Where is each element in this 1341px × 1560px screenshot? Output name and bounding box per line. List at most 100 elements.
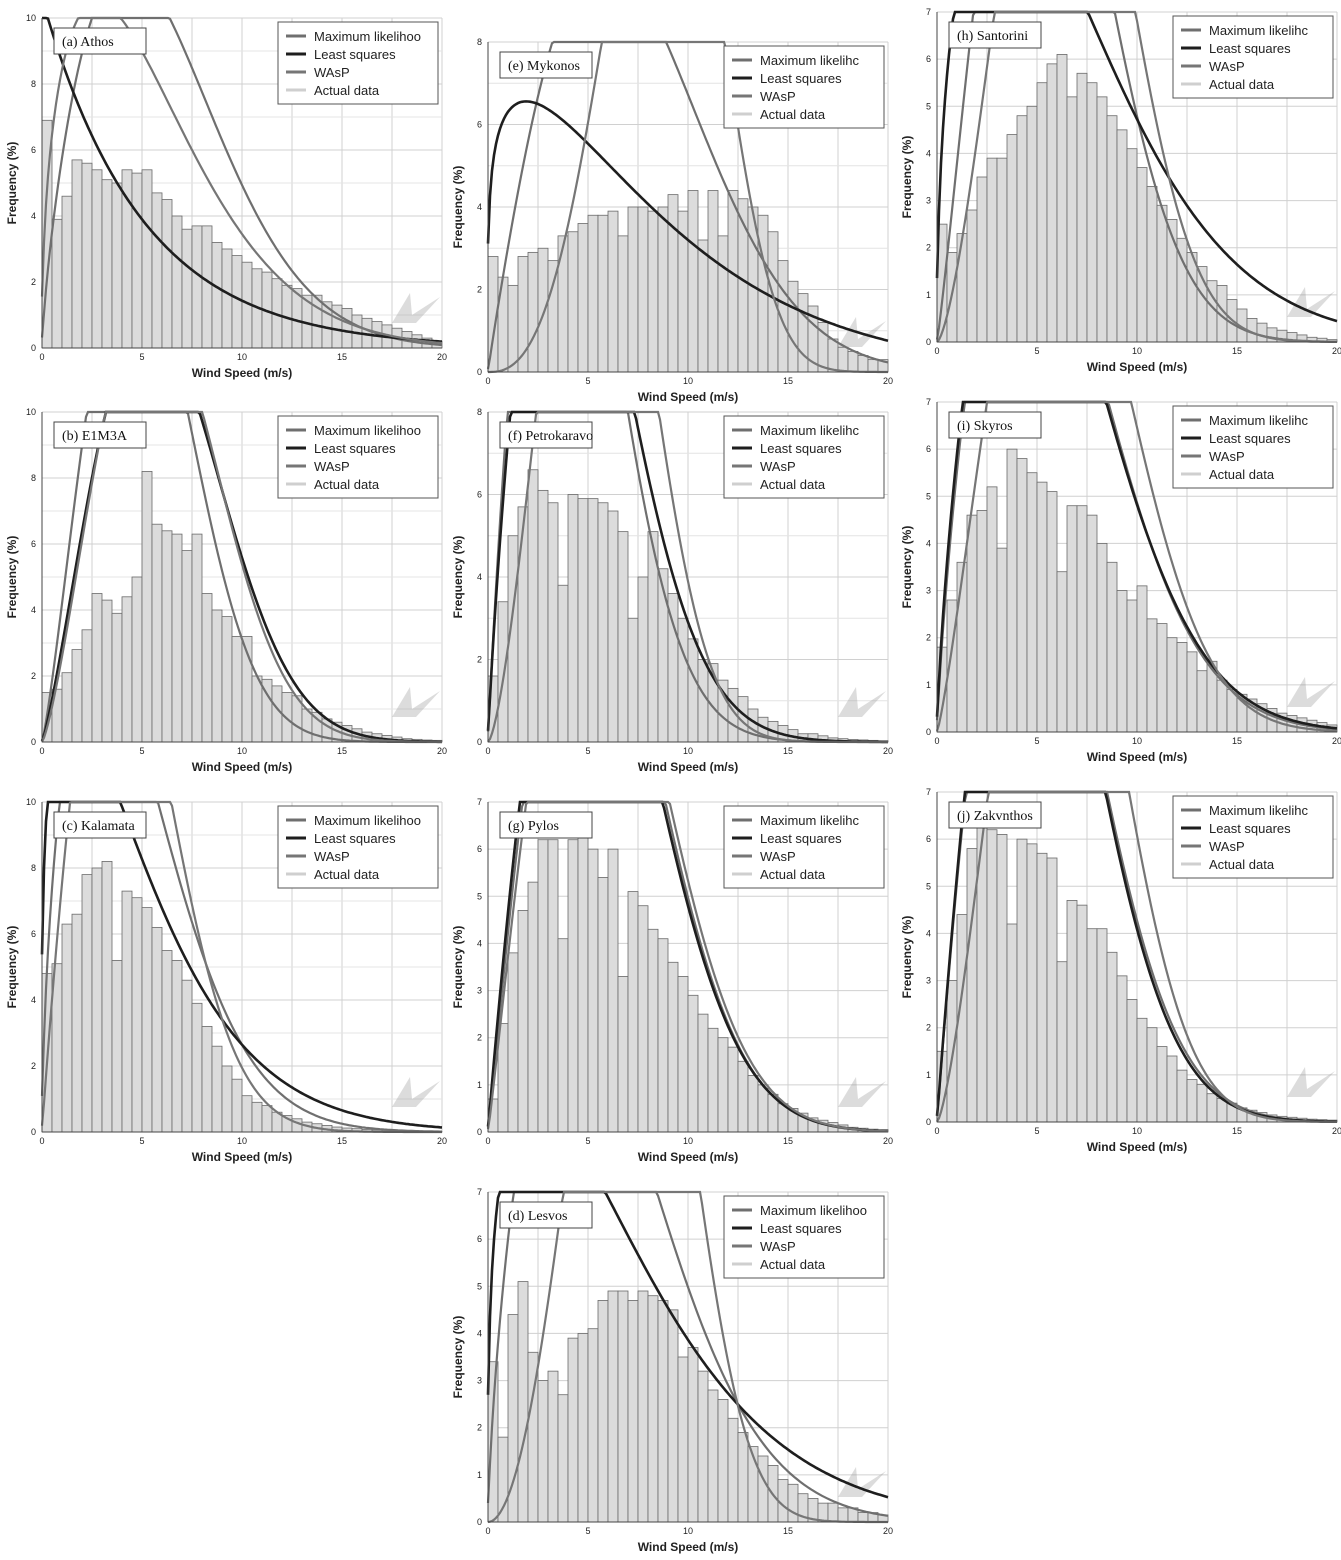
x-tick-label: 15 bbox=[1232, 346, 1242, 356]
y-tick-label: 3 bbox=[926, 586, 931, 596]
station-label-text: (h) Santorini bbox=[957, 29, 1028, 44]
y-tick-label: 0 bbox=[31, 1127, 36, 1137]
x-axis-title: Wind Speed (m/s) bbox=[1087, 1140, 1188, 1154]
histogram-bar bbox=[708, 191, 718, 373]
histogram-bar bbox=[1127, 600, 1137, 732]
x-tick-label: 0 bbox=[934, 1126, 939, 1136]
y-tick-label: 8 bbox=[31, 473, 36, 483]
histogram-bar bbox=[828, 1503, 838, 1522]
histogram-bar bbox=[1057, 54, 1067, 342]
histogram-bar bbox=[1197, 1084, 1207, 1122]
histogram-bar bbox=[142, 170, 152, 348]
y-tick-label: 6 bbox=[31, 929, 36, 939]
histogram-bar bbox=[668, 962, 678, 1132]
x-tick-label: 5 bbox=[585, 746, 590, 756]
histogram-bar bbox=[987, 830, 997, 1122]
y-tick-label: 2 bbox=[926, 633, 931, 643]
histogram-bar bbox=[788, 281, 798, 372]
histogram-bar bbox=[182, 980, 192, 1132]
station-label-text: (j) Zakvnthos bbox=[957, 809, 1033, 824]
histogram-bar bbox=[1087, 515, 1097, 732]
y-tick-label: 4 bbox=[926, 928, 931, 938]
histogram-bar bbox=[668, 195, 678, 372]
legend-label: WAsP bbox=[760, 849, 796, 864]
y-tick-label: 6 bbox=[477, 120, 482, 130]
histogram-bar bbox=[1167, 638, 1177, 732]
legend-label: WAsP bbox=[1209, 59, 1245, 74]
histogram-bar bbox=[658, 939, 668, 1132]
histogram-bar bbox=[728, 1047, 738, 1132]
x-tick-label: 10 bbox=[1132, 1126, 1142, 1136]
station-label: (d) Lesvos bbox=[500, 1202, 592, 1228]
x-axis-title: Wind Speed (m/s) bbox=[638, 760, 739, 774]
histogram-bar bbox=[618, 976, 628, 1132]
legend-label: Least squares bbox=[1209, 41, 1291, 56]
y-tick-label: 7 bbox=[477, 797, 482, 807]
x-axis-title: Wind Speed (m/s) bbox=[192, 366, 293, 380]
histogram-bar bbox=[718, 1399, 728, 1522]
histogram-bar bbox=[598, 877, 608, 1132]
y-tick-label: 10 bbox=[26, 797, 36, 807]
legend-label: Least squares bbox=[314, 441, 396, 456]
y-tick-label: 2 bbox=[477, 1423, 482, 1433]
x-tick-label: 5 bbox=[585, 1136, 590, 1146]
histogram-bar bbox=[132, 898, 142, 1132]
x-tick-label: 5 bbox=[139, 1136, 144, 1146]
x-tick-label: 20 bbox=[883, 746, 893, 756]
histogram-bar bbox=[987, 487, 997, 732]
histogram-bar bbox=[1027, 106, 1037, 342]
histogram-bar bbox=[1147, 1028, 1157, 1122]
legend-label: Least squares bbox=[314, 47, 396, 62]
x-tick-label: 5 bbox=[1034, 736, 1039, 746]
y-tick-label: 3 bbox=[477, 1376, 482, 1386]
y-tick-label: 5 bbox=[926, 101, 931, 111]
x-tick-label: 20 bbox=[1332, 346, 1341, 356]
watermark-logo bbox=[838, 317, 886, 347]
histogram-bar bbox=[112, 613, 122, 742]
x-tick-label: 15 bbox=[1232, 736, 1242, 746]
y-tick-label: 2 bbox=[477, 655, 482, 665]
histogram-bar bbox=[957, 562, 967, 732]
y-tick-label: 3 bbox=[926, 196, 931, 206]
histogram-bar bbox=[1047, 492, 1057, 732]
histogram-bar bbox=[718, 236, 728, 372]
legend-label: Least squares bbox=[760, 831, 842, 846]
station-label-text: (i) Skyros bbox=[957, 419, 1013, 434]
histogram-bar bbox=[638, 1291, 648, 1522]
histogram-bar bbox=[172, 960, 182, 1132]
y-tick-label: 6 bbox=[477, 490, 482, 500]
legend-label: Actual data bbox=[314, 867, 380, 882]
histogram-bar bbox=[232, 256, 242, 348]
histogram-bar bbox=[1107, 116, 1117, 342]
histogram-bar bbox=[648, 929, 658, 1132]
histogram-bar bbox=[688, 191, 698, 373]
histogram-bar bbox=[1007, 135, 1017, 342]
histogram-bar bbox=[1077, 73, 1087, 342]
station-label-text: (a) Athos bbox=[62, 35, 114, 50]
histogram-bar bbox=[628, 618, 638, 742]
y-axis-title: Frequency (%) bbox=[5, 536, 19, 619]
y-tick-label: 10 bbox=[26, 13, 36, 23]
histogram-bar bbox=[618, 532, 628, 742]
y-tick-label: 6 bbox=[926, 54, 931, 64]
x-tick-label: 5 bbox=[1034, 1126, 1039, 1136]
histogram-bar bbox=[788, 1484, 798, 1522]
histogram-bar bbox=[242, 1096, 252, 1132]
histogram-bar bbox=[558, 1395, 568, 1522]
x-tick-label: 10 bbox=[1132, 346, 1142, 356]
histogram-bar bbox=[1047, 64, 1057, 342]
histogram-bar bbox=[1057, 962, 1067, 1122]
histogram-bar bbox=[1157, 1047, 1167, 1122]
histogram-bar bbox=[568, 840, 578, 1132]
histogram-bar bbox=[1187, 1080, 1197, 1122]
histogram-bar bbox=[498, 602, 508, 742]
y-tick-label: 4 bbox=[926, 538, 931, 548]
histogram-bar bbox=[192, 1003, 202, 1132]
y-tick-label: 2 bbox=[926, 243, 931, 253]
watermark-shape bbox=[1287, 677, 1335, 707]
histogram-bar bbox=[1097, 929, 1107, 1122]
